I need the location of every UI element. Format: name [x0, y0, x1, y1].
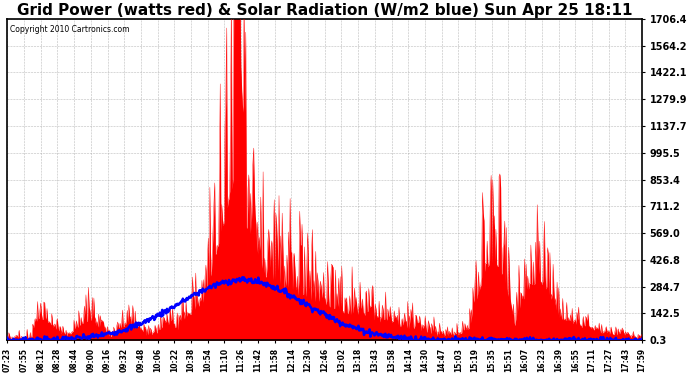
Title: Grid Power (watts red) & Solar Radiation (W/m2 blue) Sun Apr 25 18:11: Grid Power (watts red) & Solar Radiation… [17, 3, 633, 18]
Text: Copyright 2010 Cartronics.com: Copyright 2010 Cartronics.com [10, 26, 130, 34]
